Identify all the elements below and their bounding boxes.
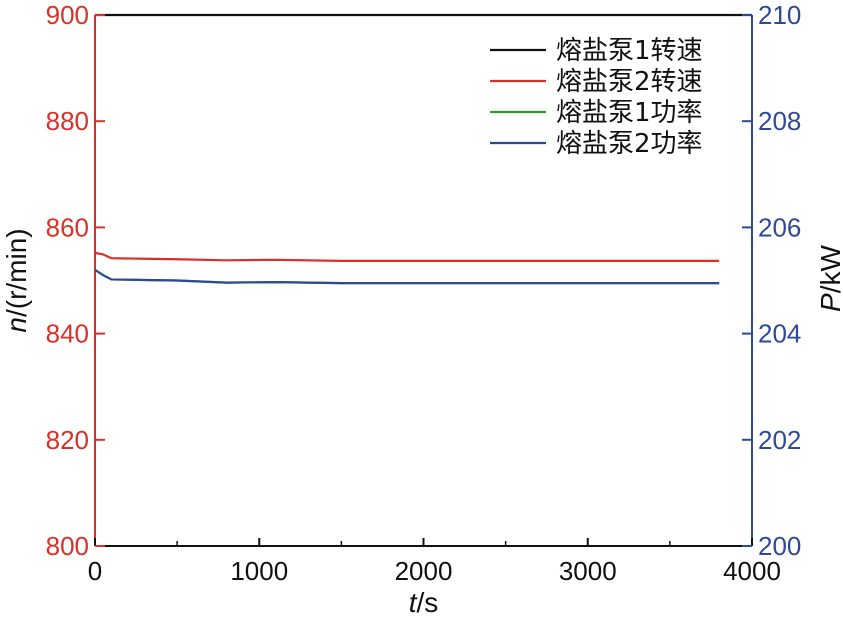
left-y-axis-var: n — [1, 317, 32, 333]
legend-label-1: 熔盐泵1转速 — [556, 36, 703, 66]
left-y-tick-label: 880 — [46, 106, 89, 136]
ticks-layer: 0 1000 2000 3000 4000 800 820 840 860 880 900 200 20… — [46, 0, 802, 586]
right-y-tick-label: 206 — [758, 212, 801, 242]
left-y-tick-label: 860 — [46, 212, 89, 242]
right-y-tick-label: 202 — [758, 425, 801, 455]
left-y-tick-label: 840 — [46, 319, 89, 349]
right-y-axis-var: P — [815, 293, 843, 312]
series-line-2 — [94, 251, 720, 262]
x-tick-label: 4000 — [723, 556, 781, 586]
axis-titles: t/s n/(r/min) P/kW — [1, 228, 843, 618]
series-layer — [94, 13, 752, 285]
x-tick-label: 0 — [88, 556, 102, 586]
x-axis-var: t — [409, 587, 418, 618]
x-axis-title: t/s — [409, 587, 439, 618]
x-tick-label: 3000 — [559, 556, 617, 586]
left-y-axis-unit: /(r/min) — [1, 228, 32, 317]
left-y-axis-title: n/(r/min) — [1, 228, 32, 332]
legend-label-2: 熔盐泵2转速 — [556, 67, 703, 97]
right-y-axis-title: P/kW — [815, 244, 843, 311]
right-y-tick-label: 208 — [758, 106, 801, 136]
x-tick-label: 2000 — [395, 556, 453, 586]
left-y-tick-label: 900 — [46, 0, 89, 30]
series-line-4 — [94, 268, 720, 285]
right-y-tick-label: 210 — [758, 0, 801, 30]
left-y-tick-label: 800 — [46, 531, 89, 561]
legend-label-4: 熔盐泵2功率 — [556, 129, 703, 159]
x-tick-label: 1000 — [230, 556, 288, 586]
x-axis-unit: /s — [417, 587, 439, 618]
right-y-tick-label: 200 — [758, 531, 801, 561]
right-y-tick-label: 204 — [758, 319, 801, 349]
right-y-axis-unit: /kW — [815, 244, 843, 293]
legend-label-3: 熔盐泵1功率 — [556, 98, 703, 128]
left-y-tick-label: 820 — [46, 425, 89, 455]
